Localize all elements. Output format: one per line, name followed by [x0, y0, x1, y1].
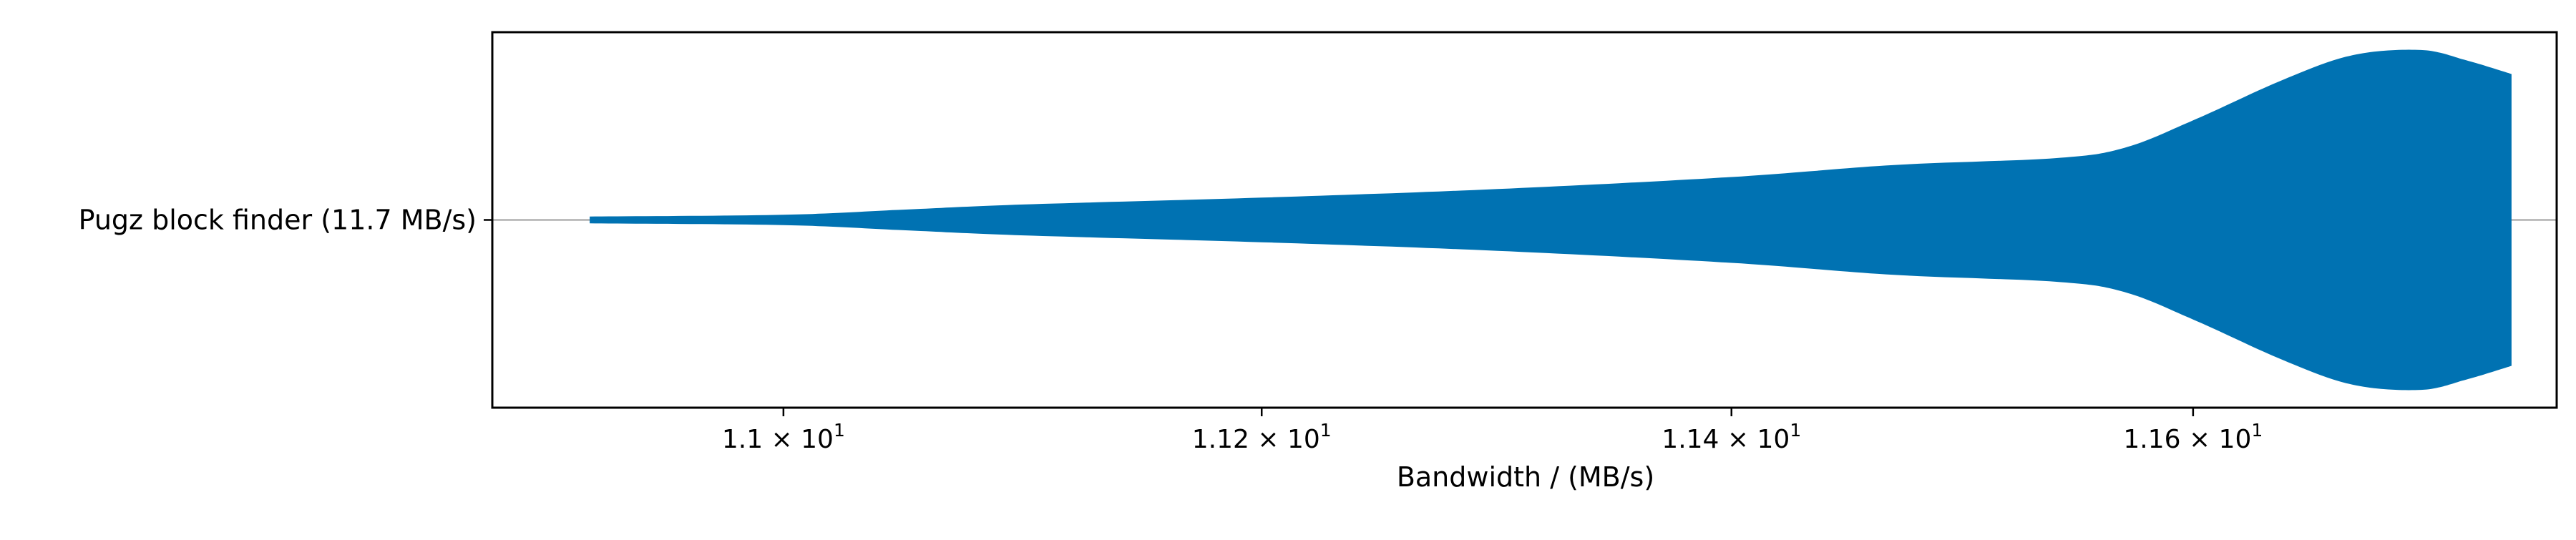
x-axis-label: Bandwidth / (MB/s) [1397, 461, 1654, 493]
violin-body-0 [590, 49, 2512, 391]
category-label-0: Pugz block finder (11.7 MB/s) [79, 205, 477, 236]
x-tick-label-2: 1.14 × 101 [1662, 420, 1801, 454]
x-tick-label-3: 1.16 × 101 [2123, 420, 2263, 454]
x-tick-label-1: 1.12 × 101 [1192, 420, 1332, 454]
x-tick-label-0: 1.1 × 101 [722, 420, 845, 454]
plot-layer: 1.1 × 101 1.12 × 101 1.14 × 101 1.16 × 101 P… [79, 31, 2558, 454]
